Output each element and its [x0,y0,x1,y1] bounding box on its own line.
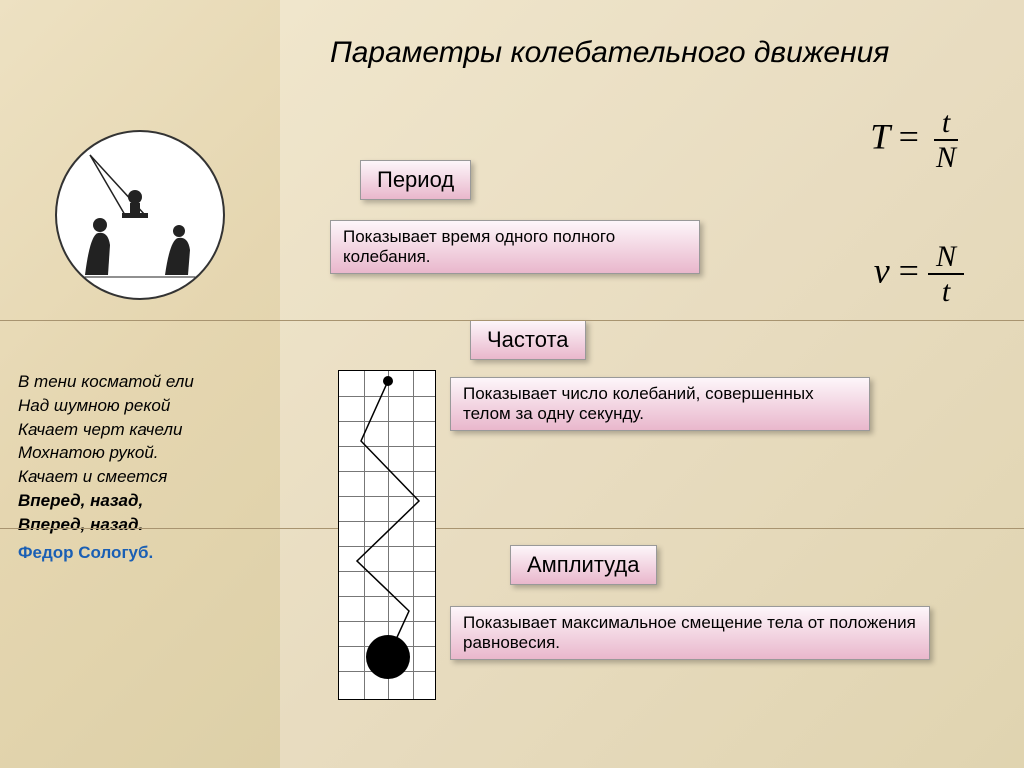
frequency-label: Частота [470,320,586,360]
amplitude-desc: Показывает максимальное смещение тела от… [450,606,930,660]
page-title: Параметры колебательного движения [330,34,994,72]
period-label: Период [360,160,471,200]
poem-line: Качает и смеется [18,465,262,489]
poem-author: Федор Сологуб. [18,541,262,565]
swing-illustration [55,130,225,300]
frequency-desc: Показывает число колебаний, совершенных … [450,377,870,431]
poem-line: Мохнатою рукой. [18,441,262,465]
poem-line-bold: Вперед, назад. [18,513,262,537]
formula-den: t [934,275,958,308]
poem-line: В тени косматой ели [18,370,262,394]
amplitude-desc-section: Показывает максимальное смещение тела от… [450,606,930,660]
frequency-desc-section: Показывает число колебаний, совершенных … [450,377,870,431]
formula-frequency: ν = N t [874,240,964,308]
formula-num: t [934,106,958,141]
period-desc-section: Показывает время одного полного колебани… [330,220,700,274]
divider-line-2 [0,528,1024,529]
formula-left: T [870,116,889,156]
frequency-section: Частота [470,320,586,360]
formula-left: ν [874,250,890,290]
poem-line: Качает черт качели [18,418,262,442]
formula-num: N [928,240,964,275]
divider-line-1 [0,320,1024,321]
amplitude-label: Амплитуда [510,545,657,585]
amplitude-section: Амплитуда [510,545,657,585]
formula-den: N [928,141,964,174]
poem-line-bold: Вперед, назад, [18,489,262,513]
formula-period: T = t N [870,106,964,174]
poem-block: В тени косматой ели Над шумною рекой Кач… [18,370,262,564]
period-section: Период [360,160,471,200]
poem-line: Над шумною рекой [18,394,262,418]
pendulum-diagram [338,370,436,700]
period-desc: Показывает время одного полного колебани… [330,220,700,274]
left-panel: В тени косматой ели Над шумною рекой Кач… [0,0,280,768]
